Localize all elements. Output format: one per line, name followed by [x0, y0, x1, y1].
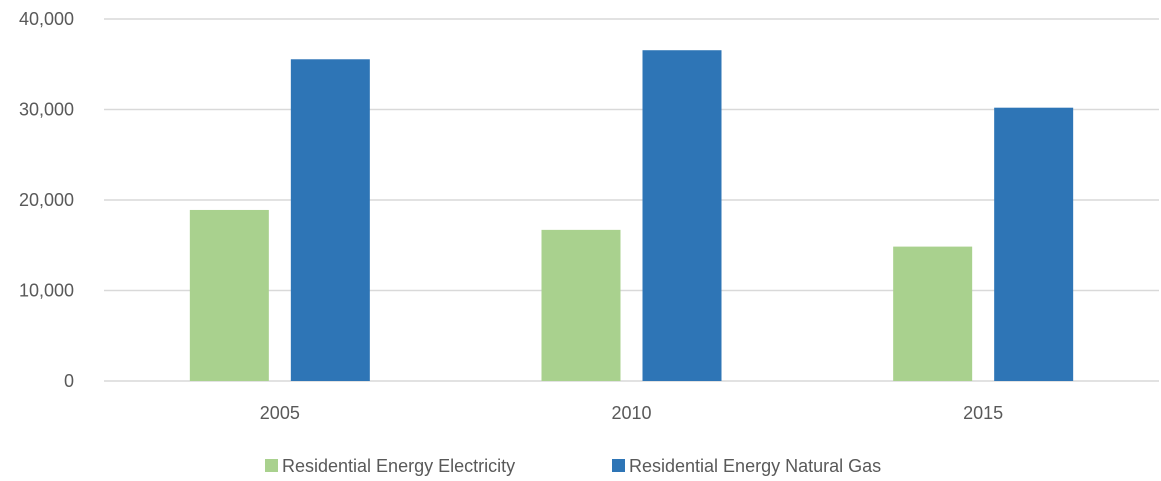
legend: Residential Energy Electricity Residentia…: [265, 456, 881, 476]
x-tick-label: 2015: [963, 403, 1003, 423]
gridlines: [104, 18, 1159, 382]
bar-electricity-2010: [541, 229, 621, 381]
bar-natural-gas-2005: [290, 59, 370, 382]
y-tick-label: 10,000: [19, 281, 74, 301]
x-axis-tick-labels: 2005 2010 2015: [260, 403, 1003, 423]
legend-label: Residential Energy Electricity: [282, 456, 515, 476]
y-tick-label: 0: [64, 371, 74, 391]
bar-marks: [189, 50, 1074, 382]
legend-swatch: [612, 459, 625, 472]
legend-label: Residential Energy Natural Gas: [629, 456, 881, 476]
bar-natural-gas-2010: [642, 50, 722, 381]
y-tick-label: 30,000: [19, 100, 74, 120]
bar-electricity-2005: [189, 209, 269, 381]
bar-natural-gas-2015: [994, 107, 1074, 381]
bar-electricity-2015: [893, 246, 973, 381]
legend-swatch: [265, 459, 278, 472]
y-tick-label: 40,000: [19, 9, 74, 29]
x-tick-label: 2005: [260, 403, 300, 423]
y-axis-tick-labels: 0 10,000 20,000 30,000 40,000: [19, 9, 74, 391]
y-tick-label: 20,000: [19, 190, 74, 210]
x-tick-label: 2010: [611, 403, 651, 423]
